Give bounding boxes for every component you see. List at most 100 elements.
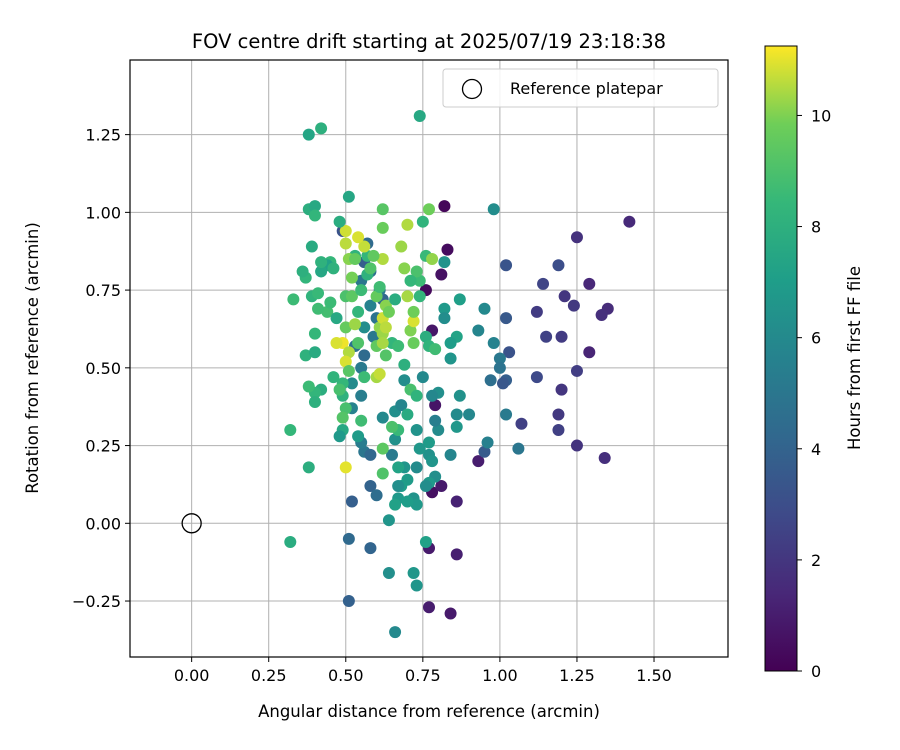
scatter-point bbox=[570, 439, 583, 452]
scatter-point bbox=[308, 396, 321, 409]
colorbar-tick-label: 10 bbox=[811, 106, 831, 125]
colorbar-label: Hours from first FF file bbox=[845, 266, 864, 450]
scatter-point bbox=[410, 265, 423, 278]
x-axis-label: Angular distance from reference (arcmin) bbox=[258, 702, 600, 721]
scatter-point bbox=[438, 200, 451, 213]
scatter-point bbox=[386, 448, 399, 461]
scatter-point bbox=[410, 579, 423, 592]
scatter-point bbox=[308, 209, 321, 222]
colorbar-tick-label: 8 bbox=[811, 218, 821, 237]
scatter-point bbox=[444, 448, 457, 461]
scatter-point bbox=[413, 274, 426, 287]
colorbar-tick-label: 4 bbox=[811, 440, 821, 459]
scatter-point bbox=[324, 296, 337, 309]
scatter-point bbox=[321, 305, 334, 318]
scatter-point bbox=[398, 358, 411, 371]
scatter-point bbox=[333, 430, 346, 443]
scatter-point bbox=[373, 368, 386, 381]
scatter-point bbox=[376, 203, 389, 216]
scatter-point bbox=[567, 299, 580, 312]
scatter-point bbox=[450, 408, 463, 421]
scatter-point bbox=[432, 424, 445, 437]
scatter-point bbox=[342, 190, 355, 203]
scatter-point bbox=[401, 495, 414, 508]
scatter-point bbox=[410, 461, 423, 474]
scatter-point bbox=[302, 380, 315, 393]
scatter-point bbox=[552, 259, 565, 272]
x-tick-label: 0.50 bbox=[328, 666, 364, 685]
scatter-point bbox=[552, 408, 565, 421]
scatter-point bbox=[376, 336, 389, 349]
scatter-point bbox=[345, 495, 358, 508]
scatter-point bbox=[386, 420, 399, 433]
reference-platepar-marker bbox=[181, 513, 202, 534]
legend: Reference platepar bbox=[442, 68, 719, 108]
scatter-point bbox=[315, 265, 328, 278]
colorbar-gradient bbox=[764, 45, 798, 672]
scatter-point bbox=[342, 532, 355, 545]
scatter-point bbox=[364, 479, 377, 492]
scatter-point bbox=[358, 371, 371, 384]
scatter-point bbox=[376, 221, 389, 234]
scatter-point bbox=[312, 302, 325, 315]
chart-title: FOV centre drift starting at 2025/07/19 … bbox=[192, 30, 666, 53]
scatter-point bbox=[623, 215, 636, 228]
x-tick-label: 1.25 bbox=[559, 666, 595, 685]
scatter-point bbox=[435, 479, 448, 492]
scatter-point bbox=[355, 361, 368, 374]
scatter-point bbox=[358, 321, 371, 334]
scatter-point bbox=[500, 312, 513, 325]
scatter-point bbox=[530, 305, 543, 318]
scatter-point bbox=[308, 200, 321, 213]
scatter-point bbox=[419, 330, 432, 343]
colorbar-tick-label: 6 bbox=[811, 329, 821, 348]
x-tick-label: 0.75 bbox=[405, 666, 441, 685]
scatter-point bbox=[410, 389, 423, 402]
scatter-point bbox=[444, 352, 457, 365]
scatter-point bbox=[407, 305, 420, 318]
scatter-point bbox=[355, 389, 368, 402]
scatter-point bbox=[373, 280, 386, 293]
scatter-point bbox=[284, 535, 297, 548]
scatter-point bbox=[450, 548, 463, 561]
scatter-point bbox=[435, 268, 448, 281]
scatter-point bbox=[376, 467, 389, 480]
scatter-point bbox=[500, 259, 513, 272]
scatter-point bbox=[364, 542, 377, 555]
scatter-point bbox=[330, 312, 343, 325]
x-tick-label: 1.00 bbox=[482, 666, 518, 685]
scatter-point bbox=[333, 215, 346, 228]
scatter-point bbox=[453, 389, 466, 402]
x-tick-label: 1.50 bbox=[636, 666, 672, 685]
scatter-point bbox=[352, 231, 365, 244]
scatter-point bbox=[419, 479, 432, 492]
scatter-point bbox=[370, 489, 383, 502]
scatter-point bbox=[429, 399, 442, 412]
scatter-point bbox=[426, 455, 439, 468]
scatter-point bbox=[330, 336, 343, 349]
scatter-point bbox=[496, 377, 509, 390]
scatter-point bbox=[308, 346, 321, 359]
y-tick-label: 1.25 bbox=[85, 126, 121, 145]
scatter-point bbox=[598, 452, 611, 464]
scatter-point bbox=[410, 498, 423, 511]
scatter-point bbox=[342, 346, 355, 359]
scatter-point bbox=[389, 498, 402, 511]
scatter-point bbox=[426, 253, 439, 265]
scatter-point bbox=[530, 371, 543, 384]
axis-ticks: 0.00 0.25 0.50 0.75 1.00 1.25 1.50 −0.25 0.00 0.2… bbox=[72, 126, 672, 685]
scatter-point bbox=[367, 249, 380, 262]
scatter-point bbox=[419, 535, 432, 548]
y-tick-label: 0.25 bbox=[85, 437, 121, 456]
scatter-point bbox=[370, 290, 383, 303]
scatter-point bbox=[398, 262, 411, 275]
colorbar: 0 2 4 6 8 10 Hours from first FF file bbox=[764, 45, 864, 681]
scatter-point bbox=[493, 361, 506, 374]
y-tick-label: 1.00 bbox=[85, 203, 121, 222]
scatter-point bbox=[342, 364, 355, 377]
scatter-point bbox=[413, 442, 426, 455]
scatter-point bbox=[595, 308, 608, 321]
scatter-point bbox=[555, 383, 568, 396]
scatter-point bbox=[327, 262, 340, 275]
legend-box bbox=[442, 68, 719, 108]
